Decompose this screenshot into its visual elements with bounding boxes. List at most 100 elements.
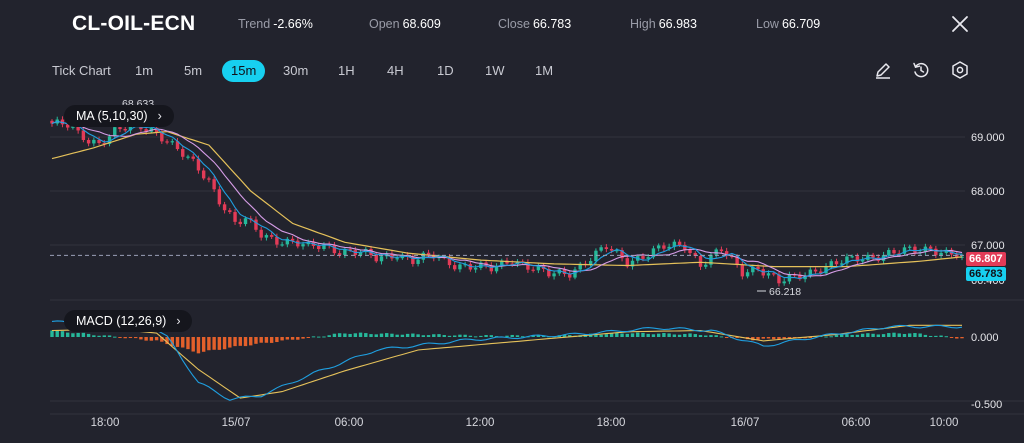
- macd-histogram-bar: [421, 335, 426, 337]
- macd-histogram-bar: [719, 336, 724, 338]
- candle-body: [86, 139, 91, 144]
- macd-histogram-bar: [918, 333, 922, 337]
- macd-histogram-bar: [463, 334, 467, 337]
- tf-1d[interactable]: 1D: [437, 63, 454, 78]
- macd-histogram-bar: [201, 337, 206, 352]
- close-icon[interactable]: [948, 12, 972, 36]
- macd-histogram-bar: [154, 337, 159, 341]
- tf-15m[interactable]: 15m: [222, 60, 266, 82]
- settings-icon[interactable]: [950, 60, 970, 80]
- candle-body: [201, 170, 206, 179]
- macd-histogram-bar: [144, 337, 148, 341]
- min-marker: 66.218: [769, 286, 801, 298]
- macd-histogram-bar: [165, 337, 169, 345]
- candle-body: [892, 250, 896, 254]
- macd-histogram-bar: [939, 335, 943, 337]
- x-tick: 10:00: [930, 417, 959, 429]
- tf-1w[interactable]: 1W: [485, 63, 505, 78]
- candle-body: [704, 264, 708, 267]
- macd-histogram-bar: [71, 333, 75, 337]
- candle-body: [421, 252, 426, 260]
- open-label: Open: [369, 17, 400, 31]
- candle-body: [175, 141, 180, 150]
- candle-body: [228, 210, 232, 213]
- tf-1m-month[interactable]: 1M: [535, 63, 554, 78]
- tf-1m[interactable]: 1m: [135, 63, 154, 78]
- macd-histogram-bar: [437, 334, 441, 337]
- macd-histogram-bar: [296, 337, 300, 340]
- candle-body: [181, 149, 185, 157]
- ma-indicator-chip[interactable]: MA (5,10,30) ›: [64, 105, 174, 127]
- high-stat: High 66.983: [630, 17, 697, 31]
- candle-body: [547, 268, 551, 277]
- candle-body: [348, 249, 352, 251]
- macd-histogram-bar: [311, 336, 316, 338]
- macd-histogram-bar: [411, 333, 415, 337]
- candle-body: [165, 141, 169, 143]
- macd-histogram-bar: [887, 333, 891, 337]
- candle-body: [243, 218, 248, 225]
- macd-histogram-bar: [677, 334, 682, 337]
- candle-body: [60, 119, 65, 125]
- macd-histogram-bar: [672, 334, 677, 337]
- x-tick: 12:00: [466, 417, 495, 429]
- candle-body: [447, 257, 452, 266]
- reset-icon[interactable]: [911, 60, 931, 80]
- candle-body: [92, 139, 96, 144]
- macd-histogram-bar: [343, 333, 347, 337]
- high-label: High: [630, 17, 656, 31]
- tf-tick-chart[interactable]: Tick Chart: [52, 63, 111, 78]
- macd-histogram-bar: [777, 337, 781, 340]
- macd-histogram-bar: [442, 335, 446, 337]
- candle-body: [118, 127, 122, 130]
- candle-body: [677, 241, 682, 245]
- candle-body: [160, 132, 164, 142]
- macd-histogram-bar: [473, 336, 478, 338]
- macd-histogram-bar: [337, 333, 342, 337]
- candle-body: [154, 127, 159, 133]
- macd-histogram-bar: [949, 337, 954, 338]
- macd-indicator-chip[interactable]: MACD (12,26,9) ›: [64, 310, 193, 332]
- macd-histogram-bar: [531, 335, 535, 337]
- tf-30m[interactable]: 30m: [283, 63, 309, 78]
- candle-body: [233, 212, 237, 222]
- macd-histogram-bar: [353, 333, 358, 337]
- macd-histogram-bar: [254, 337, 258, 344]
- macd-histogram-bar: [191, 337, 195, 352]
- tf-4h[interactable]: 4H: [387, 63, 404, 78]
- candle-body: [71, 126, 75, 128]
- candle-body: [620, 250, 624, 259]
- candle-body: [285, 238, 290, 245]
- candle-body: [463, 264, 467, 266]
- tf-5m[interactable]: 5m: [184, 63, 203, 78]
- candle-body: [280, 244, 284, 246]
- candle-body: [500, 260, 504, 266]
- candle-body: [81, 130, 86, 140]
- trend-stat: Trend -2.66%: [238, 17, 313, 31]
- pencil-icon[interactable]: [873, 60, 893, 80]
- tf-1h[interactable]: 1H: [338, 63, 355, 78]
- macd-histogram-bar: [505, 335, 509, 337]
- candle-body: [301, 244, 305, 247]
- trend-value: -2.66%: [273, 17, 313, 31]
- candle-body: [510, 263, 514, 265]
- candle-body: [113, 127, 117, 137]
- candle-body: [254, 219, 258, 230]
- macd-histogram-bar: [845, 334, 849, 337]
- macd-histogram-bar: [651, 334, 656, 337]
- macd-tick-0: 0.000: [971, 332, 999, 344]
- candle-body: [709, 254, 713, 265]
- macd-histogram-bar: [160, 337, 164, 342]
- y-tick-69: 69.000: [971, 132, 1005, 144]
- candle-body: [568, 274, 572, 278]
- macd-histogram-bar: [866, 333, 870, 337]
- macd-histogram-bar: [259, 337, 263, 343]
- ma-indicator-label: MA (5,10,30): [76, 109, 148, 123]
- macd-histogram-bar: [390, 333, 394, 337]
- macd-histogram-bar: [615, 332, 619, 337]
- candle-body: [609, 248, 614, 251]
- macd-histogram-bar: [840, 334, 844, 337]
- macd-histogram-bar: [934, 335, 938, 337]
- macd-histogram-bar: [76, 332, 80, 337]
